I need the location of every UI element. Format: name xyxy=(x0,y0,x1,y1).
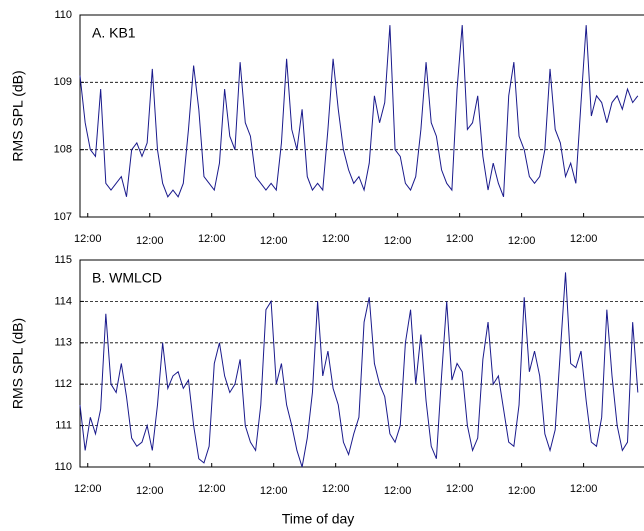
x-tick-label: 12:00 xyxy=(136,235,164,247)
y-tick-label: 113 xyxy=(54,337,72,349)
x-tick-label: 12:00 xyxy=(322,483,350,495)
x-tick-label: 12:00 xyxy=(198,483,226,495)
data-line xyxy=(79,272,639,468)
y-tick-label: 110 xyxy=(54,9,72,21)
panel-title: B. WMLCD xyxy=(92,270,162,286)
x-tick-label: 12:00 xyxy=(136,485,164,497)
x-tick-label: 12:00 xyxy=(508,485,536,497)
data-line xyxy=(79,25,639,198)
x-tick-label: 12:00 xyxy=(74,233,102,245)
x-tick-label: 12:00 xyxy=(570,233,598,245)
x-tick-label: 12:00 xyxy=(384,235,412,247)
y-tick-label: 107 xyxy=(54,211,72,223)
x-tick-label: 12:00 xyxy=(384,485,412,497)
x-tick-label: 12:00 xyxy=(446,483,474,495)
x-tick-label: 12:00 xyxy=(570,483,598,495)
y-tick-label: 111 xyxy=(55,420,72,432)
y-axis-label: RMS SPL (dB) xyxy=(10,318,26,409)
x-tick-label: 12:00 xyxy=(74,483,102,495)
x-tick-label: 12:00 xyxy=(508,235,536,247)
y-tick-label: 114 xyxy=(54,295,72,307)
y-tick-label: 112 xyxy=(54,378,72,390)
x-axis-label: Time of day xyxy=(282,511,355,527)
y-tick-label: 109 xyxy=(54,76,72,88)
y-tick-label: 108 xyxy=(54,144,72,156)
panel-title: A. KB1 xyxy=(92,25,136,41)
plot-frame xyxy=(79,14,644,218)
y-axis-label: RMS SPL (dB) xyxy=(10,70,26,161)
x-tick-label: 12:00 xyxy=(322,233,350,245)
plot-frame xyxy=(79,259,644,468)
x-tick-label: 12:00 xyxy=(260,235,288,247)
y-tick-label: 110 xyxy=(54,461,72,473)
x-tick-label: 12:00 xyxy=(446,233,474,245)
x-tick-label: 12:00 xyxy=(198,233,226,245)
y-tick-label: 115 xyxy=(54,254,72,266)
x-tick-label: 12:00 xyxy=(260,485,288,497)
